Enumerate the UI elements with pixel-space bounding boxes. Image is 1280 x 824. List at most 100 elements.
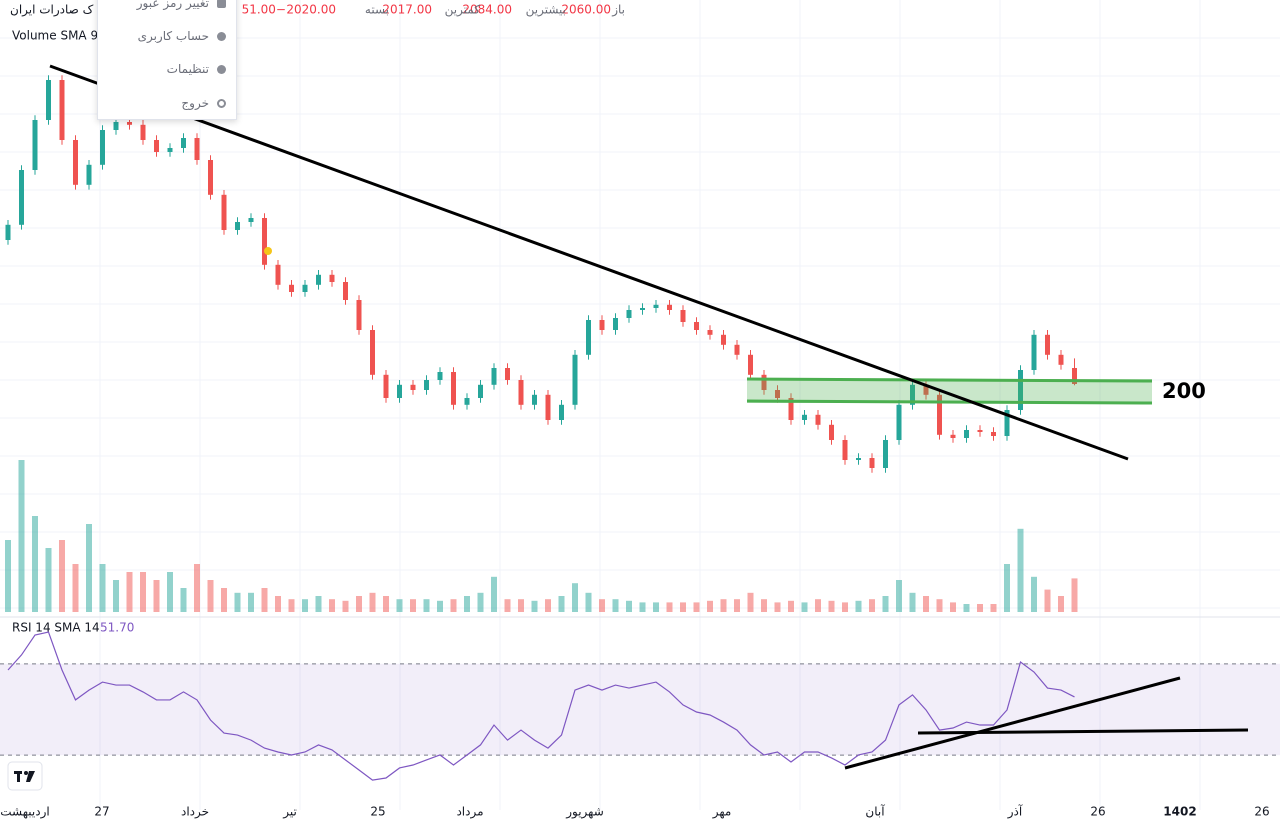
candle-body xyxy=(248,218,254,222)
candle-body xyxy=(613,318,618,330)
x-axis-label: مرداد xyxy=(456,805,483,820)
x-axis-label: شهریور xyxy=(565,805,604,820)
candle-body xyxy=(86,164,92,185)
change-value: 51.00− xyxy=(242,3,286,17)
volume-bar xyxy=(585,592,592,612)
volume-bar xyxy=(1017,528,1024,612)
volume-bar xyxy=(842,602,848,612)
volume-bar xyxy=(221,588,227,612)
volume-bar xyxy=(734,599,740,612)
menu-item[interactable]: تغییر رمز عبور xyxy=(106,0,226,15)
candle-body xyxy=(991,432,996,436)
x-axis-label: مهر xyxy=(712,805,732,820)
high-label: بیشترین xyxy=(526,3,566,18)
candle-body xyxy=(856,458,861,460)
candle-body xyxy=(788,398,794,420)
volume-bar xyxy=(869,599,875,612)
candle-body xyxy=(491,368,497,385)
candle-body xyxy=(977,430,983,432)
candle-body xyxy=(154,140,159,152)
volume-bar xyxy=(167,572,173,612)
volume-bar xyxy=(1071,578,1078,612)
candle-body xyxy=(680,310,686,322)
volume-bar xyxy=(909,592,916,612)
close-label: بسته xyxy=(365,3,389,17)
volume-bar xyxy=(720,599,727,612)
rsi-trend-line xyxy=(917,728,1249,735)
rsi-band xyxy=(0,663,1280,756)
candle-body xyxy=(275,264,281,285)
candle-body xyxy=(802,414,807,420)
volume-bar xyxy=(855,600,862,612)
candle-body xyxy=(1031,334,1037,370)
candle-body xyxy=(289,284,294,292)
candle-body xyxy=(559,404,564,420)
candle-body xyxy=(599,320,605,330)
candle-body xyxy=(343,282,348,300)
rsi-label: RSI 14 SMA 14 xyxy=(12,621,100,635)
volume-bar xyxy=(761,599,767,612)
candle-body xyxy=(572,354,578,405)
x-axis-label: 1402 xyxy=(1163,805,1196,819)
volume-bar xyxy=(639,602,646,612)
volume-bar xyxy=(950,602,956,612)
candle-body xyxy=(937,394,942,435)
volume-bar xyxy=(882,596,889,612)
candle-body xyxy=(815,414,821,425)
candle-body xyxy=(140,124,146,140)
volume-bar xyxy=(113,580,119,612)
volume-bar xyxy=(815,599,821,612)
x-axis-label: آبان xyxy=(865,804,885,819)
user-menu: تغییر رمز عبور حساب کاربری تنظیمات خروج xyxy=(97,0,237,120)
volume-bar xyxy=(545,599,551,612)
candle-body xyxy=(113,122,119,130)
volume-bar xyxy=(207,580,214,612)
candle-body xyxy=(626,310,632,318)
volume-bar xyxy=(707,600,713,612)
volume-bar xyxy=(99,564,106,612)
candle-body xyxy=(869,458,875,468)
candle-body xyxy=(437,372,443,380)
menu-item[interactable]: تنظیمات xyxy=(106,57,226,81)
candle-body xyxy=(316,274,321,285)
volume-bar xyxy=(369,592,376,612)
volume-bar xyxy=(801,602,808,612)
volume-bar xyxy=(72,564,79,612)
candle-body xyxy=(302,284,308,292)
volume-bar xyxy=(504,599,511,612)
candle-body xyxy=(235,222,240,230)
volume-bar xyxy=(18,460,25,612)
volume-bar xyxy=(302,599,308,612)
candle-body xyxy=(167,148,173,152)
volume-bar xyxy=(126,572,133,612)
candle-body xyxy=(194,138,200,160)
volume-bar xyxy=(450,599,457,612)
candle-body xyxy=(32,120,38,170)
x-axis-label: آذر xyxy=(1007,804,1023,820)
menu-text: خروج xyxy=(181,96,209,110)
volume-bar xyxy=(140,572,146,612)
menu-item[interactable]: حساب کاربری xyxy=(106,24,226,48)
volume-bar xyxy=(86,524,92,612)
volume-bar xyxy=(693,602,700,612)
rsi-trend-line xyxy=(844,676,1181,770)
volume-bar xyxy=(572,583,578,612)
candle-body xyxy=(505,368,510,380)
x-axis-label: اردیبهشت xyxy=(0,805,49,820)
volume-bar xyxy=(248,592,254,612)
volume-bar xyxy=(234,592,241,612)
symbol-title: ک صادرات ایران xyxy=(10,3,94,18)
volume-label: Volume SMA 9 xyxy=(12,29,98,43)
level-annotation: 200 xyxy=(1162,379,1206,403)
volume-bar xyxy=(194,564,200,612)
candle-body xyxy=(19,170,24,225)
menu-item[interactable]: خروج xyxy=(106,91,226,115)
open-label: باز xyxy=(611,3,625,18)
candle-body xyxy=(329,274,335,282)
zone-top xyxy=(746,377,1153,383)
event-marker xyxy=(264,247,272,255)
rsi-value: 51.70 xyxy=(100,621,134,635)
close-value: 2020.00 xyxy=(286,3,336,17)
